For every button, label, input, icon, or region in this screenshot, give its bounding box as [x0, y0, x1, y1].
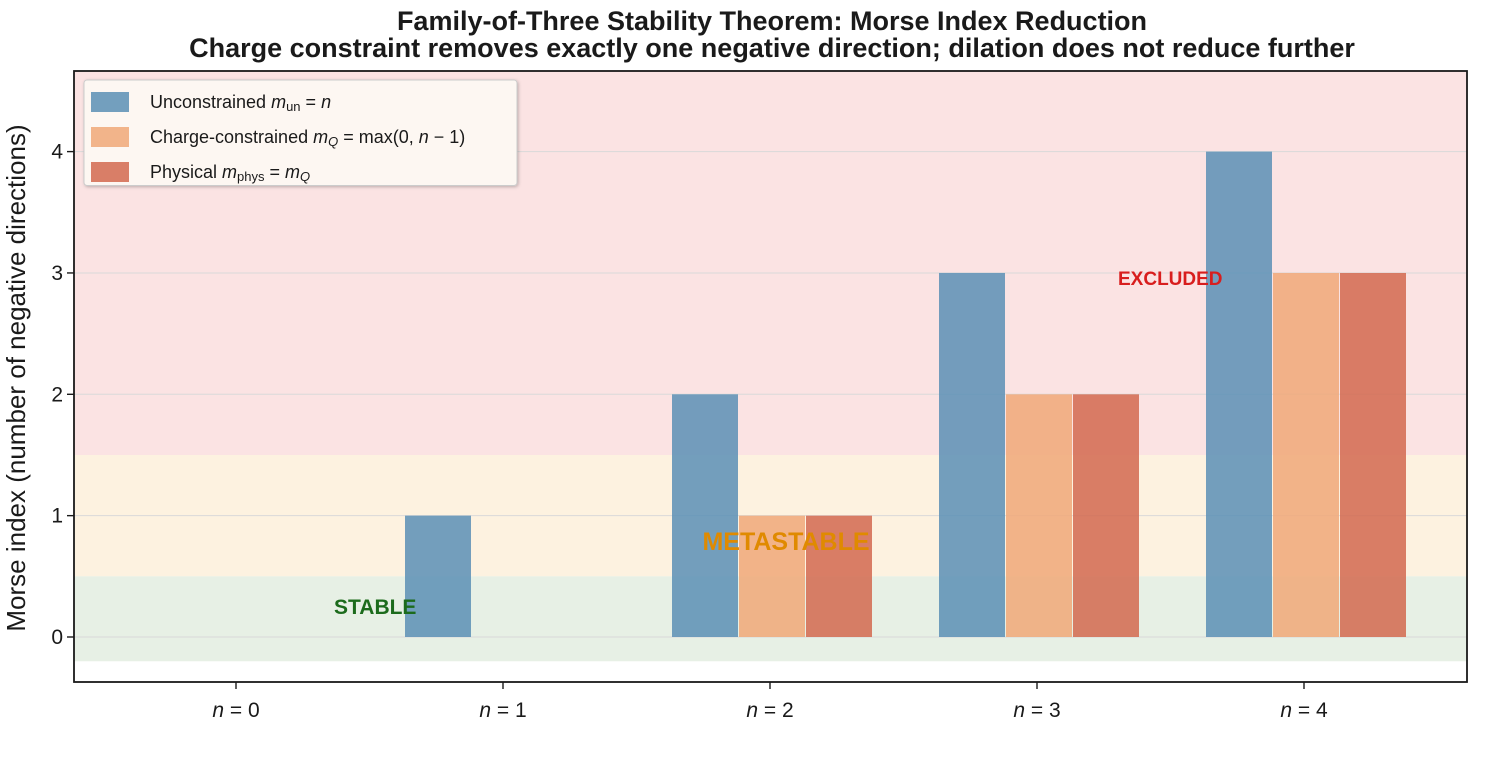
svg-text:STABLE: STABLE	[334, 596, 416, 619]
svg-text:0: 0	[51, 626, 63, 649]
svg-text:2: 2	[51, 383, 63, 406]
svg-text:Physical mphys = mQ: Physical mphys = mQ	[150, 162, 310, 184]
svg-text:1: 1	[51, 505, 63, 528]
svg-text:Charge constraint removes exac: Charge constraint removes exactly one ne…	[189, 33, 1355, 63]
svg-text:n = 1: n = 1	[479, 699, 526, 722]
svg-text:EXCLUDED: EXCLUDED	[1118, 269, 1223, 290]
svg-text:Morse index (number of negativ: Morse index (number of negative directio…	[1, 124, 31, 631]
svg-text:4: 4	[51, 141, 63, 164]
svg-text:Unconstrained mun = n: Unconstrained mun = n	[150, 92, 331, 114]
svg-text:n = 2: n = 2	[746, 699, 793, 722]
svg-text:Family-of-Three Stability Theo: Family-of-Three Stability Theorem: Morse…	[397, 6, 1147, 36]
svg-text:n = 4: n = 4	[1280, 699, 1328, 722]
svg-text:METASTABLE: METASTABLE	[702, 528, 869, 556]
svg-text:3: 3	[51, 262, 63, 285]
svg-text:n = 3: n = 3	[1013, 699, 1060, 722]
svg-text:n = 0: n = 0	[212, 699, 259, 722]
svg-text:Charge-constrained mQ = max(0,: Charge-constrained mQ = max(0, n − 1)	[150, 127, 465, 149]
